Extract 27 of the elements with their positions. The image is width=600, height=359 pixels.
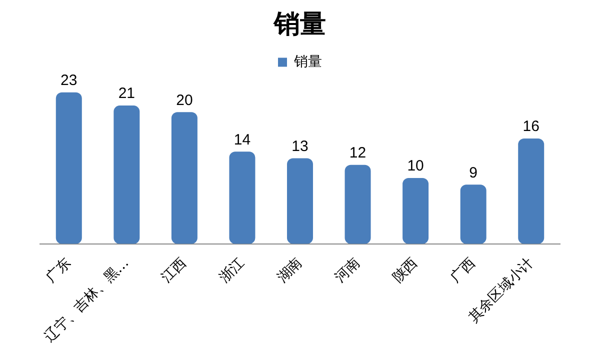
data-label: 12 xyxy=(349,144,366,162)
legend-label: 销量 xyxy=(293,54,322,70)
x-tick-label: 江西 xyxy=(158,254,190,286)
data-label: 9 xyxy=(469,164,478,182)
data-label: 16 xyxy=(522,118,540,136)
x-tick-label: 河南 xyxy=(332,254,364,286)
bar xyxy=(460,184,486,244)
data-label: 13 xyxy=(292,138,308,155)
bar xyxy=(56,92,82,244)
x-tick-label: 湖南 xyxy=(274,254,306,286)
bar xyxy=(229,152,256,244)
data-label: 21 xyxy=(118,85,136,102)
bar xyxy=(114,106,140,244)
data-label: 20 xyxy=(176,92,193,109)
x-tick-label: 广西 xyxy=(448,254,479,286)
bar xyxy=(171,112,198,244)
bar xyxy=(287,158,313,244)
data-label: 23 xyxy=(60,72,78,90)
x-tick-label: 浙江 xyxy=(216,254,248,286)
x-tick-label: 广东 xyxy=(43,254,74,286)
bar xyxy=(518,138,544,244)
data-label: 10 xyxy=(407,158,424,175)
bar xyxy=(402,178,429,244)
bar xyxy=(344,164,371,244)
chart-title: 销量 xyxy=(273,9,326,40)
x-tick-label: 陕西 xyxy=(390,254,421,286)
data-label: 14 xyxy=(234,131,251,148)
